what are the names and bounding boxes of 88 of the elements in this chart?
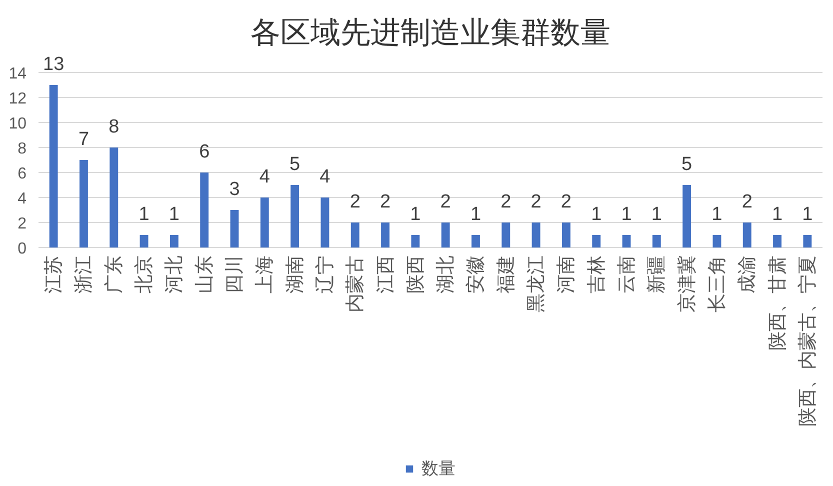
x-tick-label: 四川 <box>224 256 246 294</box>
data-label: 1 <box>591 204 602 225</box>
bar <box>381 222 390 248</box>
data-label: 1 <box>712 204 722 225</box>
chart-title: 各区域先进制造业集群数量 <box>250 16 610 50</box>
y-tick-label: 4 <box>18 190 27 208</box>
bar <box>80 160 88 248</box>
x-tick-label: 长三角 <box>706 256 728 312</box>
y-tick-label: 6 <box>18 166 27 182</box>
y-tick-label: 2 <box>18 216 27 232</box>
y-tick-label: 8 <box>18 140 27 158</box>
x-tick-label: 浙江 <box>72 256 95 294</box>
bar <box>562 222 570 248</box>
x-tick-label: 湖南 <box>284 256 306 294</box>
data-label: 2 <box>530 192 542 212</box>
x-tick-label: 山东 <box>193 256 216 294</box>
data-label: 3 <box>229 179 240 200</box>
data-label: 1 <box>168 204 180 225</box>
data-label: 4 <box>320 166 331 188</box>
bar <box>441 222 450 248</box>
data-label: 13 <box>43 54 64 75</box>
data-label: 1 <box>410 204 421 225</box>
data-label: 1 <box>802 204 813 225</box>
x-tick-label: 北京 <box>133 256 156 294</box>
data-label: 7 <box>78 129 90 150</box>
data-label: 1 <box>772 204 783 225</box>
data-label: 2 <box>500 192 512 212</box>
data-label: 2 <box>742 192 752 212</box>
legend-label: 数量 <box>422 458 456 480</box>
x-tick-label: 陕西、甘肃 <box>766 256 788 350</box>
x-tick-label: 成渝 <box>736 256 758 294</box>
x-tick-label: 内蒙古 <box>344 256 366 312</box>
bar <box>230 210 239 248</box>
x-tick-label: 广东 <box>102 256 125 294</box>
bar <box>472 235 480 248</box>
bar <box>592 235 601 248</box>
bar <box>622 235 631 248</box>
data-label: 2 <box>560 192 572 212</box>
bar <box>200 172 209 248</box>
x-tick-label: 京津冀 <box>676 256 698 312</box>
bar <box>803 235 812 248</box>
x-tick-label: 江苏 <box>42 256 65 294</box>
x-tick-label: 云南 <box>616 256 638 294</box>
y-tick-label: 10 <box>8 116 27 132</box>
data-label: 1 <box>621 204 632 225</box>
bar <box>682 185 692 248</box>
bar <box>502 222 510 248</box>
bar <box>140 235 148 248</box>
y-tick-label: 14 <box>8 66 27 82</box>
bar <box>712 235 722 248</box>
bar <box>742 222 752 248</box>
data-label: 4 <box>259 166 270 188</box>
data-label: 6 <box>199 142 210 162</box>
x-tick-label: 安徽 <box>464 256 487 294</box>
y-tick-label: 0 <box>18 240 27 258</box>
x-tick-label: 河北 <box>163 256 186 294</box>
data-label: 2 <box>440 192 451 212</box>
x-tick-label: 辽宁 <box>314 256 336 294</box>
bar <box>532 222 540 248</box>
data-label: 1 <box>138 204 150 225</box>
x-tick-label: 江西 <box>374 256 396 294</box>
x-tick-label: 黑龙江 <box>525 256 548 312</box>
bar <box>773 235 782 248</box>
data-label: 8 <box>108 116 120 138</box>
x-tick-label: 河南 <box>555 256 578 294</box>
x-tick-label: 新疆 <box>646 256 668 294</box>
data-label: 2 <box>350 192 360 212</box>
bar <box>652 235 661 248</box>
data-label: 5 <box>290 154 300 175</box>
bar <box>260 198 269 248</box>
x-tick-label: 湖北 <box>434 256 457 294</box>
data-label: 5 <box>682 154 692 175</box>
bar <box>290 185 300 248</box>
data-label: 1 <box>651 204 662 225</box>
x-tick-label: 吉林 <box>585 256 608 294</box>
bar <box>49 85 58 248</box>
bar <box>170 235 178 248</box>
y-tick-label: 12 <box>8 90 27 108</box>
x-tick-label: 上海 <box>254 256 276 294</box>
bar <box>110 148 118 248</box>
data-label: 2 <box>380 192 391 212</box>
bar <box>411 235 420 248</box>
x-tick-label: 陕西、内蒙古、宁夏 <box>796 256 818 426</box>
bar <box>350 222 360 248</box>
bar <box>320 198 330 248</box>
data-label: 1 <box>470 204 482 225</box>
x-tick-label: 福建 <box>494 256 517 294</box>
x-tick-label: 陕西 <box>404 256 426 294</box>
